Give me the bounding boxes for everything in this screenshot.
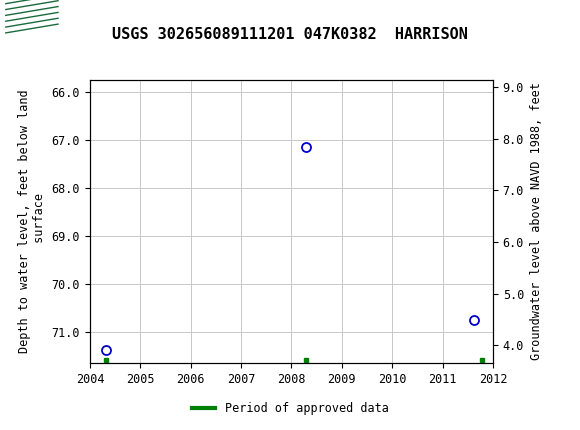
Legend: Period of approved data: Period of approved data [187,397,393,420]
Text: USGS 302656089111201 047K0382  HARRISON: USGS 302656089111201 047K0382 HARRISON [112,28,468,43]
Text: USGS: USGS [64,11,100,26]
Y-axis label: Groundwater level above NAVD 1988, feet: Groundwater level above NAVD 1988, feet [530,83,543,360]
FancyBboxPatch shape [6,3,58,33]
Y-axis label: Depth to water level, feet below land
 surface: Depth to water level, feet below land su… [18,89,46,353]
